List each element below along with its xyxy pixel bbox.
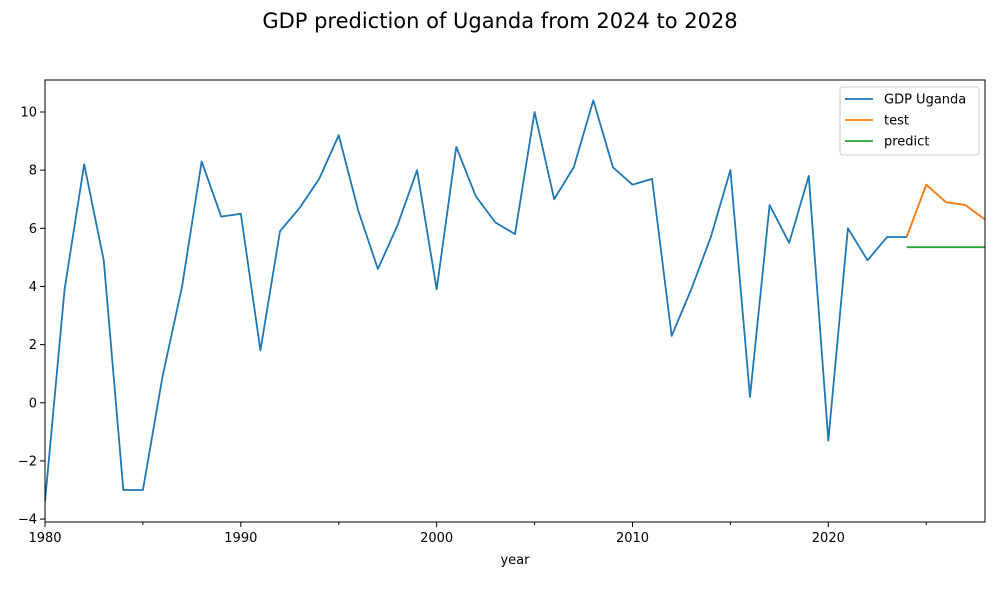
x-tick-label: 1990 <box>224 531 257 546</box>
series-line-gdp-uganda <box>45 99 985 502</box>
legend-entry: predict <box>884 135 929 150</box>
plot-frame <box>44 79 986 523</box>
x-tick-label: 2020 <box>812 531 845 546</box>
legend: GDP Uganda test predict <box>839 86 980 156</box>
y-tick-label: 4 <box>29 280 37 295</box>
y-tick-label: −2 <box>18 454 37 469</box>
legend-entry: test <box>884 114 909 129</box>
x-tick-label: 1980 <box>28 531 61 546</box>
y-tick-label: 10 <box>20 105 37 120</box>
y-axis: −4 −2 0 2 4 6 8 10 <box>18 105 45 528</box>
chart-title: GDP prediction of Uganda from 2024 to 20… <box>262 9 737 33</box>
y-tick-label: 8 <box>29 164 37 179</box>
x-axis-label: year <box>500 553 530 568</box>
legend-entry: GDP Uganda <box>884 93 966 108</box>
x-tick-label: 2000 <box>420 531 453 546</box>
series-layer <box>45 99 985 502</box>
y-tick-label: 6 <box>29 222 37 237</box>
y-tick-label: 2 <box>29 338 37 353</box>
series-line-test <box>905 183 985 238</box>
y-tick-label: 0 <box>29 396 37 411</box>
x-axis: 1980 1990 2000 2010 2020 <box>28 522 927 546</box>
x-tick-label: 2010 <box>616 531 649 546</box>
legend-box <box>839 86 980 156</box>
y-tick-label: −4 <box>18 513 37 528</box>
